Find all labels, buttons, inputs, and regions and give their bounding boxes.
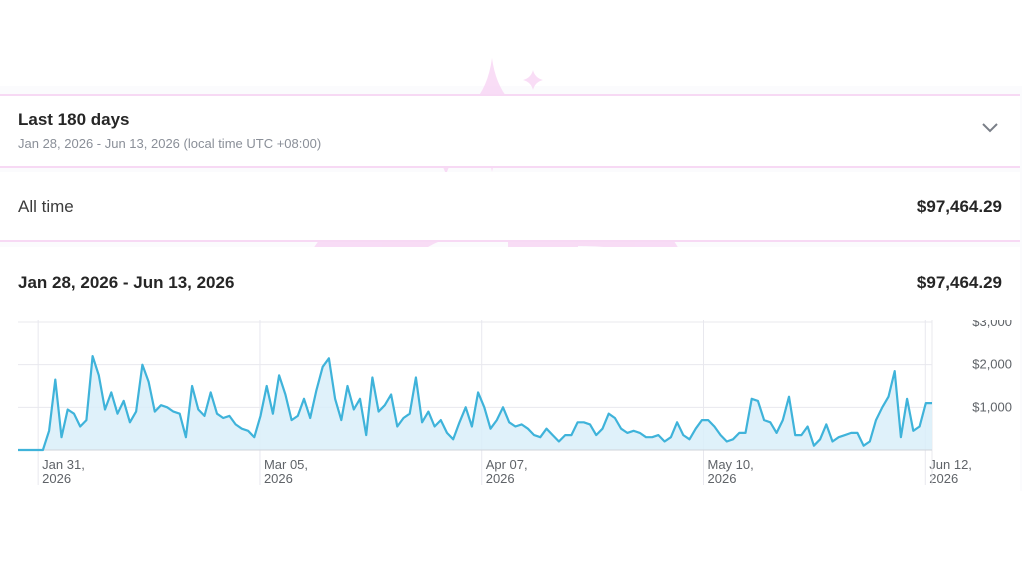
all-time-label: All time xyxy=(18,197,74,216)
all-time-amount: $97,464.29 xyxy=(916,197,1002,216)
date-range-title: Last 180 days xyxy=(18,110,130,129)
x-tick-label: 2026 xyxy=(708,471,737,486)
period-label: Jan 28, 2026 - Jun 13, 2026 xyxy=(18,273,235,292)
chevron-down-icon[interactable] xyxy=(980,120,1000,136)
series-line xyxy=(18,355,932,452)
x-tick-label: 2026 xyxy=(264,471,293,486)
series-area xyxy=(18,356,932,450)
x-tick-label: Jan 31, xyxy=(42,457,85,472)
x-tick-label: 2026 xyxy=(42,471,71,486)
x-tick-label: Jun 12, xyxy=(929,457,972,472)
date-range-selector[interactable]: Last 180 days Jan 28, 2026 - Jun 13, 202… xyxy=(0,94,1020,168)
x-tick-label: May 10, xyxy=(708,457,754,472)
y-tick-label: $3,000 xyxy=(972,320,1012,329)
x-tick-label: 2026 xyxy=(929,471,958,486)
all-time-row: All time $97,464.29 xyxy=(0,172,1020,242)
x-tick-label: Mar 05, xyxy=(264,457,308,472)
y-tick-label: $1,000 xyxy=(972,399,1012,414)
x-tick-label: Apr 07, xyxy=(486,457,528,472)
y-tick-label: $2,000 xyxy=(972,357,1012,372)
x-tick-label: 2026 xyxy=(486,471,515,486)
date-range-subtitle: Jan 28, 2026 - Jun 13, 2026 (local time … xyxy=(18,136,322,151)
period-amount: $97,464.29 xyxy=(916,273,1002,292)
